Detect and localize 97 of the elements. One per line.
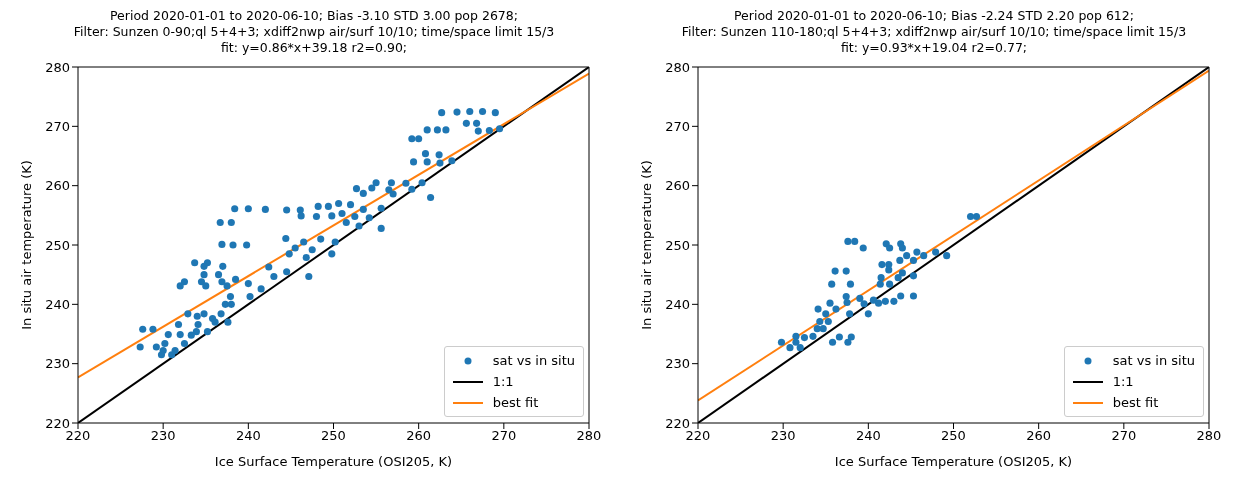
x-axis-title: Ice Surface Temperature (OSI205, K) [834,454,1073,469]
point [792,338,800,346]
point [842,293,850,301]
point [864,310,872,318]
point [786,344,794,352]
y-tick-label: 260 [45,178,70,194]
x-tick-label: 270 [491,428,517,444]
point [856,294,864,302]
y-tick-label: 250 [665,237,690,253]
point [896,256,904,264]
point [909,272,918,280]
point [876,280,884,288]
legend-label: sat vs in situ [492,353,575,368]
point [842,267,850,275]
y-tick-label: 230 [665,356,690,372]
point [816,317,824,326]
x-tick-label: 260 [406,428,432,444]
point [824,317,832,326]
point [777,338,786,346]
point [800,334,809,342]
point [881,297,889,305]
point [920,252,928,260]
point [898,269,906,277]
x-tick-label: 280 [1196,428,1222,444]
point [909,292,918,300]
x-tick-label: 240 [855,428,881,444]
point [843,298,851,307]
point [885,266,893,274]
y-tick-label: 280 [45,59,70,75]
y-tick-label: 270 [45,118,70,134]
point [913,248,921,256]
point [829,338,837,346]
point [890,297,898,305]
point [814,305,822,313]
point [859,244,867,252]
point [869,296,878,304]
point [819,325,827,333]
chart-title: Period 2020-01-01 to 2020-06-10; Bias -2.24 STD 2.20 pop 612; Filter: Sunzen 110-180;ql 5+4+3; xdiff2nwp air/surf 10/10; time/space limit 15/3 fit: y=0.93*x+19.04 r2=0.77; [680,8,1188,57]
point [894,274,902,282]
x-tick-label: 260 [1026,428,1052,444]
y-tick-label: 270 [665,118,690,134]
y-tick-label: 260 [665,178,690,194]
point [972,212,981,221]
point [846,310,854,318]
point [792,332,800,340]
point [903,252,911,260]
y-tick-label: 230 [45,356,70,372]
point [846,280,855,288]
point [809,332,817,340]
point [844,338,852,346]
point [832,305,840,313]
y-tick-label: 240 [665,296,690,312]
point [796,344,804,352]
y-axis-title: In situ air temperature (K) [18,160,34,330]
x-tick-label: 220 [65,428,91,444]
x-tick-label: 250 [321,428,346,444]
x-tick-label: 250 [941,428,966,444]
y-axis-title: In situ air temperature (K) [638,160,654,330]
x-tick-label: 220 [685,428,711,444]
point [878,261,886,269]
x-tick-label: 240 [235,428,261,444]
point [847,333,855,341]
chart-title: Period 2020-01-01 to 2020-06-10; Bias -3.10 STD 3.00 pop 2678; Filter: Sunzen 0-90;ql 5+4+3; xdiff2nwp air/surf 10/10; time/space limit 15/3 fit: y=0.86*x+39.18 r2=0.90; [72,8,556,57]
y-tick-label: 220 [45,415,70,431]
y-tick-label: 240 [45,296,70,312]
point [828,280,836,288]
legend-label: 1:1 [1112,374,1134,389]
x-tick-label: 230 [770,428,796,444]
point [835,333,843,341]
legend-label: best fit [492,395,539,410]
point [898,244,906,252]
point [966,212,975,221]
point [822,310,830,318]
x-tick-label: 280 [576,428,602,444]
point [897,292,905,300]
point [831,267,839,275]
point [877,274,885,282]
point [932,248,940,256]
point [874,299,883,307]
point [943,252,951,260]
x-tick-label: 270 [1111,428,1137,444]
point [813,325,821,333]
y-tick-label: 220 [665,415,690,431]
x-tick-label: 230 [150,428,176,444]
point [844,237,852,245]
point [826,299,834,307]
point [886,280,894,288]
y-tick-label: 280 [665,59,690,75]
legend-label: best fit [1112,395,1159,410]
point [860,300,868,308]
point [851,237,859,245]
y-tick-label: 250 [45,237,70,253]
legend-label: 1:1 [492,374,514,389]
point [909,256,918,264]
x-axis-title: Ice Surface Temperature (OSI205, K) [214,454,453,469]
point [886,244,894,252]
legend-label: sat vs in situ [1112,353,1195,368]
